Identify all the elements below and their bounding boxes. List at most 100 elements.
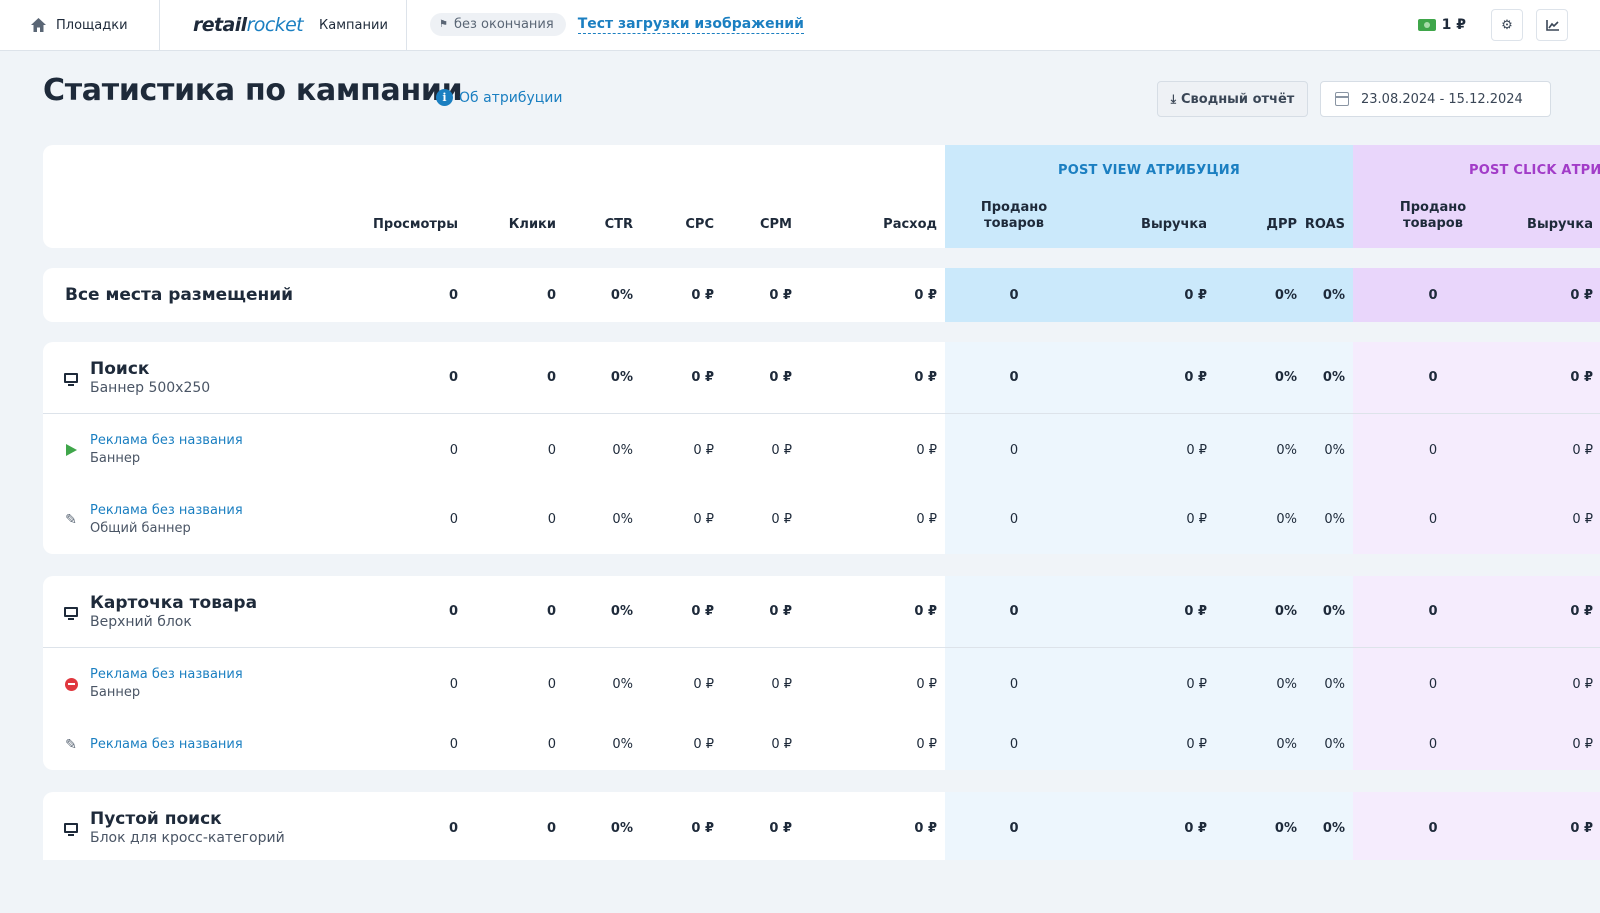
table-cell: 0 [448, 820, 458, 836]
col-cpc[interactable]: CPC [685, 217, 714, 232]
row-label: Пустой поиск [90, 809, 222, 829]
ad-title-link[interactable]: Реклама без названия [90, 667, 243, 682]
table-row[interactable]: Карточка товара Верхний блок 0 0 0% 0 ₽ 0… [43, 576, 1600, 648]
table-row[interactable]: Пустой поиск Блок для кросс-категорий 0 0… [43, 792, 1600, 860]
table-cell: 0 [547, 737, 556, 752]
col-pc-revenue[interactable]: Выручка [1527, 217, 1593, 232]
table-cell: 0 [1428, 820, 1438, 836]
total-pc-sold: 0 [1428, 287, 1438, 303]
table-cell: 0 [546, 604, 556, 619]
table-cell: 0 [449, 676, 458, 692]
row-label: Баннер [90, 451, 141, 466]
row-label: Блок для кросс-категорий [90, 830, 285, 846]
flag-icon: ⚑ [439, 19, 448, 30]
table-row[interactable]: Поиск Баннер 500x250 0 0 0% 0 ₽ 0 ₽ 0 ₽ 0… [43, 342, 1600, 414]
date-range-value: 23.08.2024 - 15.12.2024 [1361, 91, 1523, 107]
pencil-icon[interactable]: ✎ [65, 511, 77, 528]
ad-name: ✎ Реклама без названия [63, 719, 243, 770]
table-cell: 0 ₽ [914, 604, 937, 619]
table-cell: 0 [449, 442, 458, 458]
settings-button[interactable]: ⚙ [1491, 9, 1523, 41]
total-pv-sold: 0 [1009, 287, 1019, 303]
col-pv-roas[interactable]: ROAS [1304, 217, 1345, 232]
nav-platforms[interactable]: Площадки [0, 0, 160, 50]
table-cell: 0 [546, 370, 556, 385]
pencil-icon[interactable]: ✎ [65, 736, 77, 753]
monitor-icon [64, 823, 78, 836]
table-cell: 0 ₽ [1186, 676, 1207, 692]
row-label: Общий баннер [90, 520, 191, 536]
nav-campaigns[interactable]: Кампании [319, 17, 388, 33]
table-cell: 0% [612, 676, 633, 692]
table-header: POST VIEW АТРИБУЦИЯ POST CLICK АТРИБ Про… [43, 145, 1600, 248]
table-cell: 0% [1276, 512, 1297, 527]
col-pv-sold[interactable]: Продано товаров [980, 200, 1048, 231]
calendar-icon [1335, 92, 1349, 106]
table-cell: 0 [449, 737, 458, 752]
table-cell: 0 ₽ [769, 370, 792, 385]
page-title: Статистика по кампании [43, 73, 463, 108]
play-icon [65, 444, 77, 456]
placement-group-product-card: Карточка товара Верхний блок 0 0 0% 0 ₽ 0… [43, 576, 1600, 770]
total-views: 0 [448, 287, 458, 303]
stats-button[interactable] [1536, 9, 1568, 41]
col-pv-drr[interactable]: ДРР [1266, 217, 1297, 232]
total-row: Все места размещений 0 0 0% 0 ₽ 0 ₽ 0 ₽ … [43, 268, 1600, 322]
balance[interactable]: 1 ₽ [1417, 17, 1466, 33]
gear-icon: ⚙ [1501, 17, 1513, 33]
ad-title-link[interactable]: Реклама без названия [90, 736, 243, 752]
col-pc-sold[interactable]: Продано товаров [1399, 200, 1467, 231]
stats-table: POST VIEW АТРИБУЦИЯ POST CLICK АТРИБ Про… [43, 145, 1600, 860]
table-cell: 0 [1009, 370, 1019, 385]
table-cell: 0 ₽ [693, 676, 714, 692]
table-cell: 0 [1009, 820, 1019, 836]
monitor-icon [64, 606, 78, 620]
table-cell: 0 [1428, 442, 1438, 458]
table-cell: 0% [1324, 512, 1345, 527]
placement-group-search: Поиск Баннер 500x250 0 0 0% 0 ₽ 0 ₽ 0 ₽ 0… [43, 342, 1600, 554]
row-label: Поиск [90, 358, 150, 379]
table-cell: 0 ₽ [916, 737, 937, 752]
table-row: Реклама без названия Баннер 0 0 0% 0 ₽ 0 … [43, 649, 1600, 719]
table-cell: 0% [610, 370, 633, 385]
table-cell: 0 [1428, 604, 1438, 619]
retailrocket-logo[interactable]: retailrocket [193, 14, 304, 36]
campaign-name-link[interactable]: Тест загрузки изображений [577, 15, 804, 34]
total-ctr: 0% [610, 287, 633, 303]
col-views[interactable]: Просмотры [373, 217, 458, 232]
table-cell: 0 [1009, 604, 1019, 619]
table-cell: 0 [546, 820, 556, 836]
col-cpm[interactable]: CPM [759, 217, 792, 232]
table-cell: 0 [449, 512, 458, 527]
date-range-input[interactable]: 23.08.2024 - 15.12.2024 [1320, 81, 1551, 117]
campaign-info: ⚑ без окончания Тест загрузки изображений [430, 13, 804, 36]
col-ctr[interactable]: CTR [604, 217, 633, 232]
table-cell: 0 ₽ [1572, 737, 1593, 752]
table-cell: 0% [610, 604, 633, 619]
table-cell: 0% [1276, 676, 1297, 692]
summary-report-button[interactable]: ⤓ Сводный отчёт [1157, 81, 1308, 117]
col-pv-revenue[interactable]: Выручка [1141, 217, 1207, 232]
total-pv-revenue: 0 ₽ [1184, 287, 1207, 303]
table-cell: 0% [1324, 442, 1345, 458]
table-cell: 0 [1428, 676, 1438, 692]
table-row: Реклама без названия Баннер 0 0 0% 0 ₽ 0 … [43, 415, 1600, 485]
table-cell: 0 ₽ [1572, 512, 1593, 527]
table-cell: 0 [547, 676, 556, 692]
ad-title-link[interactable]: Реклама без названия [90, 502, 243, 518]
table-cell: 0 ₽ [771, 512, 792, 527]
ad-name: ✎ Реклама без названия Общий баннер [63, 485, 243, 554]
home-icon [31, 18, 46, 32]
info-icon: i [436, 89, 453, 106]
attribution-link-label: Об атрибуции [459, 89, 563, 106]
attribution-link[interactable]: i Об атрибуции [436, 89, 562, 106]
row-label: Карточка товара [90, 592, 258, 613]
ad-title-link[interactable]: Реклама без названия [90, 433, 243, 448]
table-cell: 0% [612, 442, 633, 458]
col-clicks[interactable]: Клики [508, 217, 556, 232]
table-cell: 0 ₽ [1184, 820, 1207, 836]
table-cell: 0 ₽ [916, 442, 937, 458]
stop-icon [64, 677, 78, 691]
table-row: ✎ Реклама без названия Общий баннер 0 0 0… [43, 485, 1600, 554]
col-cost[interactable]: Расход [883, 217, 937, 232]
